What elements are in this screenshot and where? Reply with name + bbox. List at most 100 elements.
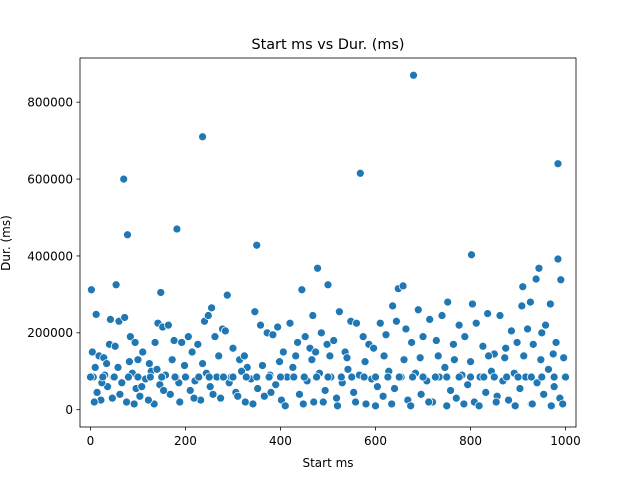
data-point: [256, 320, 265, 330]
data-point: [553, 159, 563, 169]
data-point: [537, 372, 547, 382]
data-point: [561, 372, 570, 382]
data-point: [528, 339, 538, 349]
data-point: [268, 330, 278, 340]
data-point: [119, 174, 129, 184]
data-point: [466, 357, 475, 367]
data-point: [442, 401, 452, 411]
data-point: [240, 351, 249, 361]
data-point: [399, 355, 409, 365]
data-point: [120, 313, 130, 322]
data-point: [210, 332, 220, 342]
data-point: [293, 338, 302, 347]
data-point: [409, 70, 418, 80]
data-point: [193, 339, 203, 349]
data-point: [371, 401, 380, 411]
data-point: [102, 359, 111, 368]
data-point: [222, 290, 232, 300]
data-point: [329, 336, 339, 345]
y-axis: 0 200000 400000 600000 800000: [27, 96, 80, 417]
data-point: [157, 372, 167, 382]
data-point: [451, 393, 461, 403]
data-point: [401, 324, 411, 334]
data-point: [145, 372, 155, 382]
data-point: [252, 372, 262, 382]
data-point: [446, 386, 455, 395]
data-point: [113, 363, 123, 372]
data-point: [430, 372, 440, 382]
data-point: [159, 386, 168, 395]
data-point: [358, 332, 368, 342]
data-point: [110, 341, 120, 351]
data-point: [558, 399, 568, 409]
data-point: [125, 332, 135, 342]
data-point: [515, 384, 525, 393]
data-point: [299, 372, 309, 382]
data-point: [510, 401, 520, 411]
data-point: [252, 240, 262, 250]
data-point: [323, 372, 333, 382]
x-tick-label: 800: [459, 434, 482, 448]
data-point: [408, 372, 417, 382]
chart-title: Start ms vs Dur. (ms): [251, 37, 404, 53]
data-point: [424, 397, 434, 407]
data-point: [163, 320, 173, 330]
data-point: [507, 326, 516, 336]
data-point: [500, 353, 510, 363]
data-point: [276, 372, 285, 382]
data-point: [440, 363, 450, 372]
data-point: [351, 397, 360, 407]
data-point: [443, 297, 453, 307]
data-point: [379, 351, 389, 361]
data-point: [205, 382, 215, 392]
data-point: [122, 397, 131, 407]
data-point: [418, 332, 428, 342]
data-point: [406, 401, 416, 411]
data-point: [240, 397, 250, 407]
data-point: [86, 372, 95, 382]
y-tick-label: 0: [65, 403, 73, 417]
data-point: [526, 297, 535, 307]
data-point: [289, 372, 299, 382]
data-point: [241, 372, 251, 382]
data-point: [123, 230, 132, 240]
data-point: [352, 318, 361, 328]
data-point: [373, 382, 382, 392]
data-point: [259, 391, 269, 401]
data-point: [183, 332, 193, 342]
data-point: [228, 372, 238, 382]
data-point: [312, 372, 321, 382]
data-point: [519, 351, 529, 361]
data-point: [556, 275, 566, 285]
data-point: [297, 285, 307, 295]
data-point: [288, 363, 298, 372]
data-point: [316, 328, 326, 338]
data-point: [471, 318, 481, 328]
data-point: [309, 397, 319, 407]
data-point: [144, 395, 153, 405]
data-point: [484, 351, 493, 361]
data-point: [442, 372, 452, 382]
data-point: [300, 332, 310, 342]
data-point: [125, 357, 134, 367]
data-point: [271, 380, 281, 390]
data-point: [534, 263, 544, 273]
data-point: [418, 372, 428, 382]
data-point: [167, 355, 177, 365]
data-point: [150, 338, 160, 347]
data-point: [378, 391, 388, 401]
data-point: [336, 372, 346, 382]
data-point: [549, 372, 559, 382]
data-point: [531, 274, 541, 284]
data-point: [369, 343, 378, 353]
data-point: [133, 355, 143, 365]
data-point: [180, 361, 189, 370]
data-point: [109, 372, 119, 382]
data-point: [204, 372, 214, 382]
data-point: [491, 397, 501, 407]
data-point: [539, 389, 549, 399]
data-point: [437, 311, 447, 320]
data-point: [237, 366, 246, 376]
data-point: [375, 318, 385, 328]
data-point: [207, 303, 216, 313]
